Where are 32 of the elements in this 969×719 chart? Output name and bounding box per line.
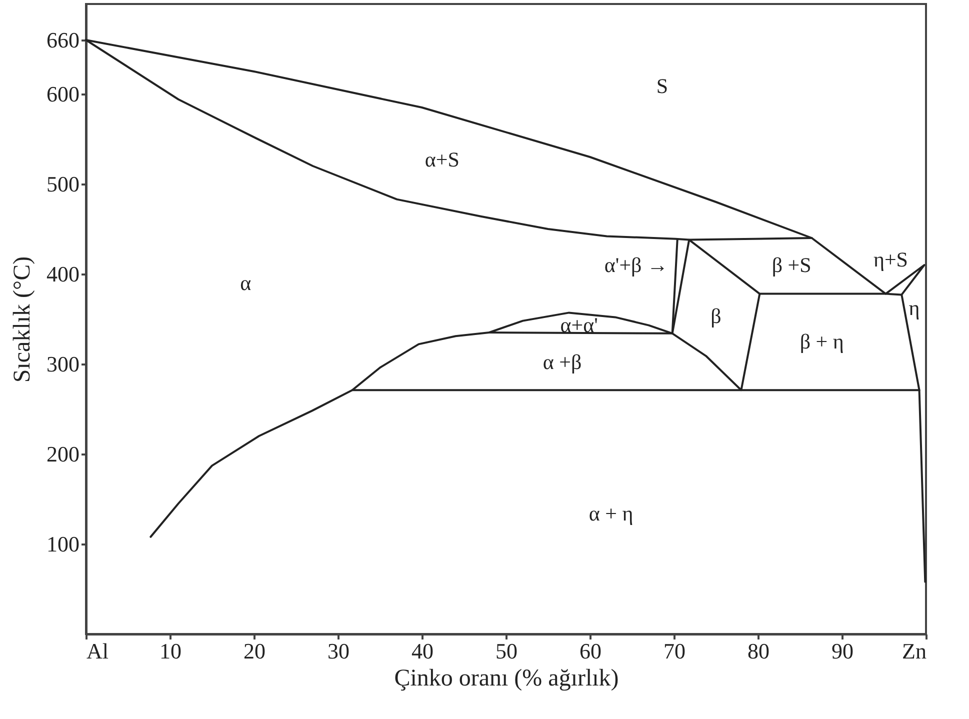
- annotation: η+S: [873, 248, 908, 272]
- annotation: β +S: [772, 252, 812, 277]
- x-tick-label: 20: [244, 638, 266, 664]
- annotation: α+S: [424, 148, 460, 172]
- x-tick-label: Zn: [902, 638, 926, 664]
- y-tick-label: 660: [46, 28, 80, 52]
- annotation: α + η: [588, 501, 634, 526]
- x-tick-label: 10: [160, 638, 182, 664]
- y-tick-label: 500: [46, 172, 80, 196]
- x-tick-label: 40: [412, 638, 434, 664]
- x-tick-label: 60: [580, 638, 602, 664]
- annotation: β + η: [800, 329, 844, 354]
- x-tick-label: 30: [328, 638, 350, 664]
- y-tick-label: 600: [46, 82, 80, 106]
- annotation: β: [710, 304, 722, 328]
- annotation: α: [240, 270, 252, 295]
- y-tick-label: 100: [46, 532, 80, 556]
- y-tick-label: 400: [46, 262, 80, 286]
- x-tick-label: 80: [748, 638, 770, 664]
- annotation: S: [656, 74, 668, 98]
- y-tick-label: 200: [46, 442, 80, 466]
- annotation: α+α': [560, 313, 598, 338]
- annotation: α'+β →: [604, 252, 668, 277]
- x-tick-label: 90: [832, 638, 854, 664]
- annotation: η: [908, 296, 920, 320]
- x-tick-label: 50: [496, 638, 518, 664]
- y-tick-label: 300: [46, 352, 80, 376]
- annotation: α +β: [542, 350, 582, 374]
- x-axis-title: Çinko oranı (% ağırlık): [394, 666, 619, 692]
- x-tick-label: 70: [664, 638, 686, 664]
- x-tick-label: Al: [86, 638, 108, 664]
- y-axis-title: Sıcaklık (°C): [10, 256, 36, 383]
